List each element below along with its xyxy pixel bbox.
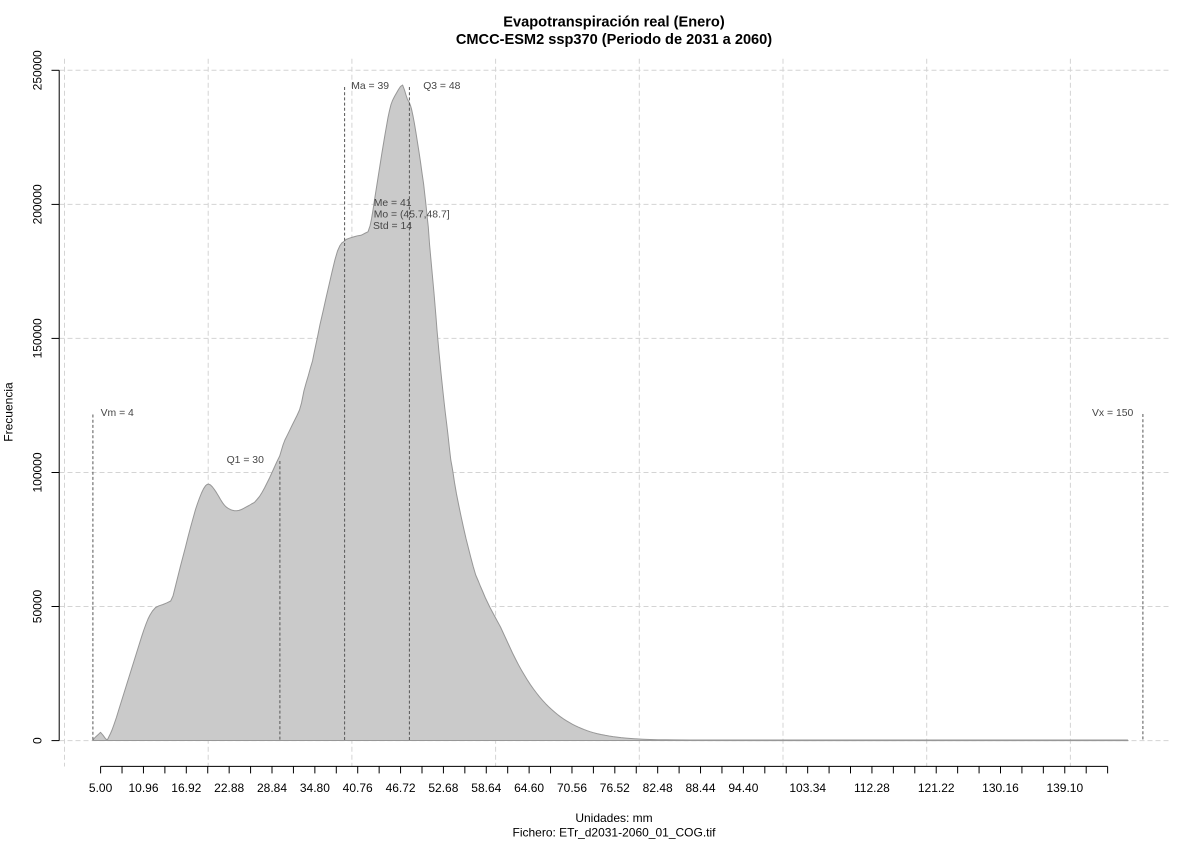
svg-text:Fichero: ETr_d2031-2060_01_COG: Fichero: ETr_d2031-2060_01_COG.tif: [513, 826, 717, 840]
svg-text:0: 0: [31, 737, 45, 744]
svg-text:5.00: 5.00: [89, 781, 113, 795]
svg-text:Me = 41: Me = 41: [374, 198, 412, 209]
svg-text:58.64: 58.64: [471, 781, 501, 795]
svg-text:Q3 = 48: Q3 = 48: [423, 81, 460, 92]
svg-text:34.80: 34.80: [300, 781, 330, 795]
svg-text:88.44: 88.44: [685, 781, 715, 795]
svg-text:100000: 100000: [31, 452, 45, 492]
svg-text:CMCC-ESM2 ssp370 (Periodo de 2: CMCC-ESM2 ssp370 (Periodo de 2031 a 2060…: [456, 32, 772, 48]
svg-text:40.76: 40.76: [343, 781, 373, 795]
svg-text:Unidades: mm: Unidades: mm: [575, 811, 652, 825]
svg-text:82.48: 82.48: [643, 781, 673, 795]
svg-text:130.16: 130.16: [982, 781, 1019, 795]
svg-text:139.10: 139.10: [1046, 781, 1083, 795]
svg-text:Mo = (45.7,48.7]: Mo = (45.7,48.7]: [374, 210, 450, 221]
svg-text:76.52: 76.52: [600, 781, 630, 795]
svg-text:50000: 50000: [31, 589, 45, 623]
svg-text:70.56: 70.56: [557, 781, 587, 795]
svg-text:94.40: 94.40: [728, 781, 758, 795]
svg-text:103.34: 103.34: [789, 781, 826, 795]
svg-text:52.68: 52.68: [428, 781, 458, 795]
svg-text:Frecuencia: Frecuencia: [2, 382, 16, 442]
svg-text:150000: 150000: [31, 318, 45, 358]
svg-text:28.84: 28.84: [257, 781, 287, 795]
svg-text:Evapotranspiración real (Enero: Evapotranspiración real (Enero): [503, 14, 725, 30]
svg-text:112.28: 112.28: [854, 781, 890, 795]
svg-text:Ma = 39: Ma = 39: [351, 81, 389, 92]
svg-text:Std = 14: Std = 14: [373, 221, 412, 232]
svg-text:46.72: 46.72: [386, 781, 416, 795]
svg-text:Q1 = 30: Q1 = 30: [227, 455, 264, 466]
svg-text:121.22: 121.22: [918, 781, 955, 795]
svg-text:250000: 250000: [31, 50, 45, 90]
svg-text:10.96: 10.96: [128, 781, 158, 795]
svg-text:Vm = 4: Vm = 4: [101, 408, 134, 419]
svg-text:200000: 200000: [31, 184, 45, 224]
svg-text:16.92: 16.92: [171, 781, 201, 795]
svg-text:64.60: 64.60: [514, 781, 544, 795]
svg-text:22.88: 22.88: [214, 781, 244, 795]
svg-text:Vx = 150: Vx = 150: [1092, 408, 1134, 419]
